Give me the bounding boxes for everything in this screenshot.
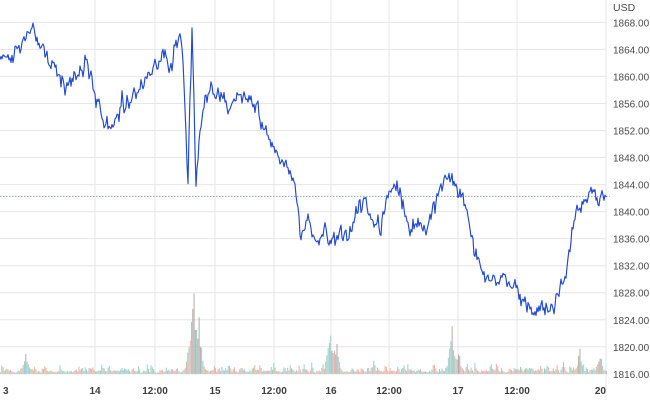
svg-text:1828.00: 1828.00 [613,289,650,300]
svg-text:1824.00: 1824.00 [613,316,650,327]
svg-text:1832.00: 1832.00 [613,262,650,273]
svg-text:20: 20 [595,386,607,397]
svg-text:1856.00: 1856.00 [613,99,650,110]
svg-text:1860.00: 1860.00 [613,72,650,83]
svg-text:1864.00: 1864.00 [613,45,650,56]
svg-text:1844.00: 1844.00 [613,181,650,192]
svg-text:1836.00: 1836.00 [613,235,650,246]
svg-text:1852.00: 1852.00 [613,127,650,138]
svg-text:1840.00: 1840.00 [613,208,650,219]
svg-text:17: 17 [452,386,464,397]
svg-text:12:00: 12:00 [142,386,168,397]
svg-text:1868.00: 1868.00 [613,18,650,29]
svg-text:USD: USD [613,2,636,14]
svg-text:14: 14 [89,386,101,397]
svg-text:12:00: 12:00 [376,386,402,397]
svg-text:12:00: 12:00 [261,386,287,397]
svg-text:1848.00: 1848.00 [613,154,650,165]
svg-text:16: 16 [325,386,337,397]
svg-text:1816.00: 1816.00 [613,370,650,381]
svg-text:1820.00: 1820.00 [613,343,650,354]
svg-text:12:00: 12:00 [504,386,530,397]
svg-text:15: 15 [209,386,221,397]
svg-text:3: 3 [3,386,9,397]
